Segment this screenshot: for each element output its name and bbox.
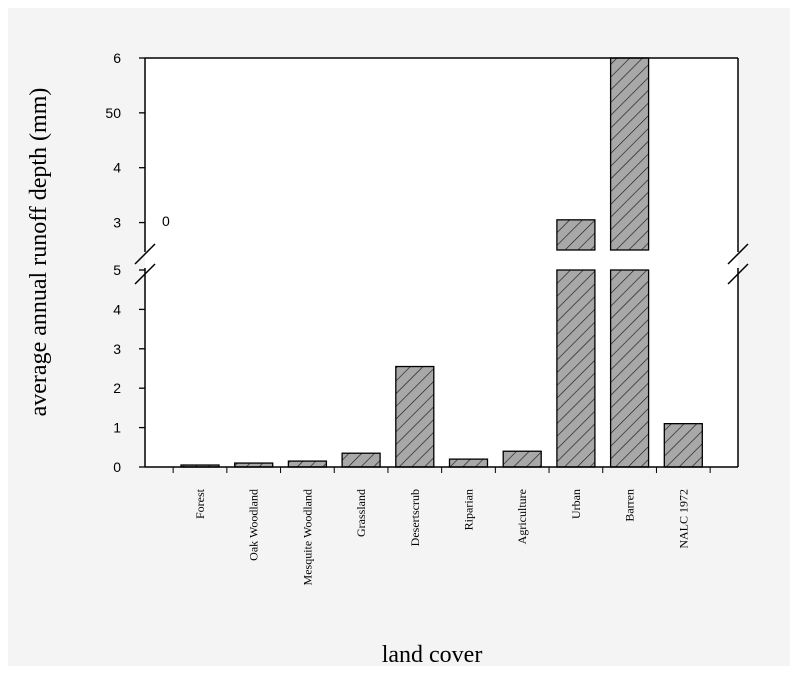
- bar-agriculture: [502, 450, 542, 468]
- axis-break-mark: [134, 243, 156, 265]
- y-tick-label: 1: [113, 420, 121, 436]
- axis-break-mark: [134, 263, 156, 285]
- category-label-grassland: Grassland: [354, 489, 368, 537]
- category-label-forest: Forest: [193, 488, 207, 519]
- y-tick-label: 2: [113, 380, 121, 396]
- y-tick-label: 6: [113, 50, 121, 66]
- category-label-riparian: Riparian: [462, 489, 476, 530]
- axis-break-mark: [727, 243, 749, 265]
- category-label-nalc-1972: NALC 1972: [676, 489, 690, 549]
- bar-barren-lower: [609, 269, 650, 468]
- x-axis-title: land cover: [382, 642, 483, 668]
- axes-group: [134, 57, 749, 473]
- axis-break-mark: [727, 263, 749, 285]
- category-label-oak-woodland: Oak Woodland: [247, 489, 261, 561]
- y-tick-label: 0: [113, 459, 121, 475]
- y-tick-label: 50: [105, 105, 121, 121]
- category-label-agriculture: Agriculture: [515, 489, 529, 544]
- bar-barren-upper: [609, 57, 650, 251]
- category-labels-group: Forest Oak Woodland Mesquite Woodland Grass…: [193, 488, 690, 585]
- y-tick-label: 3: [113, 341, 121, 357]
- bar-riparian: [448, 458, 489, 468]
- category-label-barren: Barren: [623, 489, 637, 522]
- bar-urban-upper: [556, 219, 596, 251]
- bar-desertscrub: [395, 365, 435, 468]
- category-label-urban: Urban: [569, 489, 583, 519]
- y-axis-title: average annual runoff depth (mm): [26, 88, 52, 417]
- y-tick-label: 4: [113, 160, 121, 176]
- y-tick-label: 5: [113, 262, 121, 278]
- bar-nalc-1972: [663, 423, 703, 468]
- upper-segment-annotation: 0: [162, 213, 170, 229]
- bar-grassland: [341, 452, 381, 468]
- category-label-mesquite-woodland: Mesquite Woodland: [300, 489, 314, 585]
- y-tick-label: 3: [113, 215, 121, 231]
- tick-labels-group: 0 1 2 3 4 5 3 4 50 6: [105, 50, 121, 475]
- category-label-desertscrub: Desertscrub: [408, 489, 422, 546]
- bar-urban-lower: [556, 269, 596, 468]
- bar-mesquite-woodland: [287, 460, 328, 468]
- y-tick-label: 4: [113, 301, 121, 317]
